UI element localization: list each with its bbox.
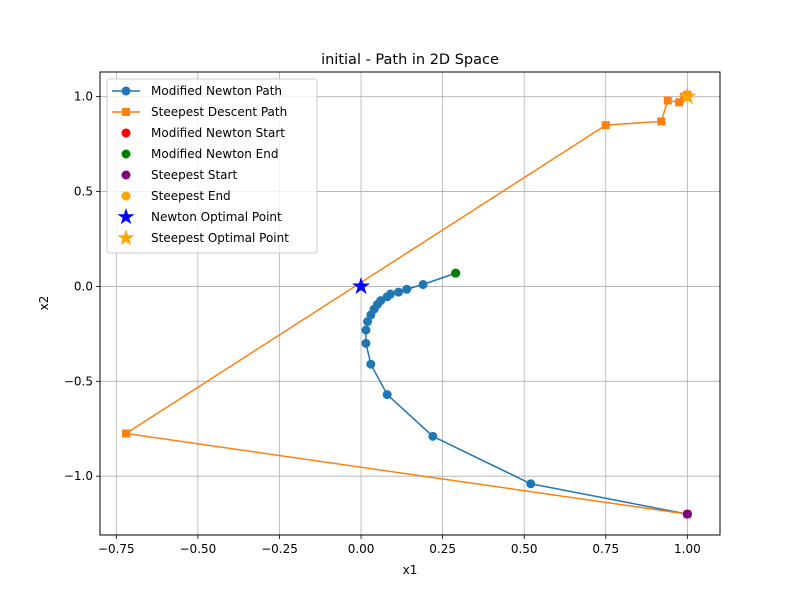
modified-newton-path-marker <box>385 289 395 299</box>
legend-item-modified-newton-end: Modified Newton End <box>121 147 278 161</box>
steepest-descent-path-marker <box>657 117 666 126</box>
modified-newton-path-marker <box>363 317 373 327</box>
modified-newton-path-marker <box>428 431 438 441</box>
modified-newton-path-marker <box>418 280 428 290</box>
modified-newton-path-marker <box>361 338 371 348</box>
modified-newton-end-series <box>451 268 461 278</box>
legend-label: Steepest Optimal Point <box>151 231 289 245</box>
plot-area <box>122 87 697 519</box>
x-tick-label: 0.75 <box>592 542 619 556</box>
x-tick-label: 0.00 <box>348 542 375 556</box>
modified-newton-path-line <box>365 272 688 515</box>
legend-item-modified-newton-path: Modified Newton Path <box>112 84 282 98</box>
x-axis-label: x1 <box>403 563 418 577</box>
y-tick-label: −0.5 <box>64 374 93 388</box>
x-tick-label: −0.50 <box>180 542 217 556</box>
legend-marker <box>121 149 131 159</box>
chart-title: initial - Path in 2D Space <box>321 52 499 68</box>
x-tick-label: −0.25 <box>261 542 298 556</box>
modified-newton-path-marker <box>402 284 412 294</box>
x-tick-label: 1.00 <box>674 542 701 556</box>
steepest-start-series <box>682 509 692 519</box>
legend-marker <box>121 128 131 138</box>
newton-optimal-point-marker <box>352 276 371 295</box>
x-tick-label: −0.75 <box>98 542 135 556</box>
steepest-descent-path-marker <box>663 96 672 105</box>
legend-marker <box>121 86 131 96</box>
modified-newton-path-marker <box>366 359 376 369</box>
y-tick-label: −1.0 <box>64 469 93 483</box>
steepest-optimal-point-series <box>678 87 697 105</box>
legend-item-steepest-end: Steepest End <box>121 189 231 203</box>
legend-label: Modified Newton Path <box>151 84 282 98</box>
modified-newton-path-marker <box>376 296 386 306</box>
legend-label: Steepest End <box>151 189 231 203</box>
legend-item-modified-newton-start: Modified Newton Start <box>121 126 285 140</box>
y-axis-label: x2 <box>37 296 51 311</box>
legend-item-steepest-descent-path: Steepest Descent Path <box>112 105 287 119</box>
y-tick-label: 1.0 <box>74 90 93 104</box>
legend: Modified Newton Path Steepest Descent Pat… <box>106 78 318 254</box>
legend-item-steepest-optimal-point: Steepest Optimal Point <box>117 229 289 246</box>
legend-label: Newton Optimal Point <box>151 210 282 224</box>
axes-frame <box>99 71 721 536</box>
axis-ticks: −0.75 −0.50 −0.25 0.00 0.25 0.50 0.75 1.00 −1.0 −… <box>64 90 701 556</box>
legend-label: Steepest Descent Path <box>151 105 287 119</box>
steepest-descent-path-marker <box>675 98 684 107</box>
newton-optimal-point-series <box>352 276 371 295</box>
legend-marker <box>117 229 135 246</box>
legend-item-steepest-start: Steepest Start <box>121 168 237 182</box>
steepest-descent-path-marker <box>601 121 610 130</box>
modified-newton-path-marker <box>361 325 371 335</box>
steepest-start-marker <box>682 509 692 519</box>
y-tick-label: 0.0 <box>74 279 93 293</box>
modified-newton-path-marker <box>382 390 392 400</box>
legend-box <box>106 78 318 254</box>
steepest-optimal-point-marker <box>678 87 697 105</box>
legend-marker <box>117 208 135 225</box>
modified-newton-path-series <box>361 268 692 519</box>
legend-label: Modified Newton End <box>151 147 278 161</box>
y-tick-label: 0.5 <box>74 185 93 199</box>
legend-marker <box>121 170 131 180</box>
modified-newton-path-marker <box>526 479 536 489</box>
legend-label: Steepest Start <box>151 168 237 182</box>
legend-label: Modified Newton Start <box>151 126 285 140</box>
x-tick-label: 0.25 <box>429 542 456 556</box>
legend-marker <box>121 191 131 201</box>
modified-newton-path-marker <box>394 287 404 297</box>
legend-item-newton-optimal-point: Newton Optimal Point <box>117 208 282 225</box>
steepest-descent-path-marker <box>122 429 131 438</box>
legend-marker <box>122 108 130 116</box>
modified-newton-end-marker <box>451 268 461 278</box>
x-tick-label: 0.50 <box>511 542 538 556</box>
